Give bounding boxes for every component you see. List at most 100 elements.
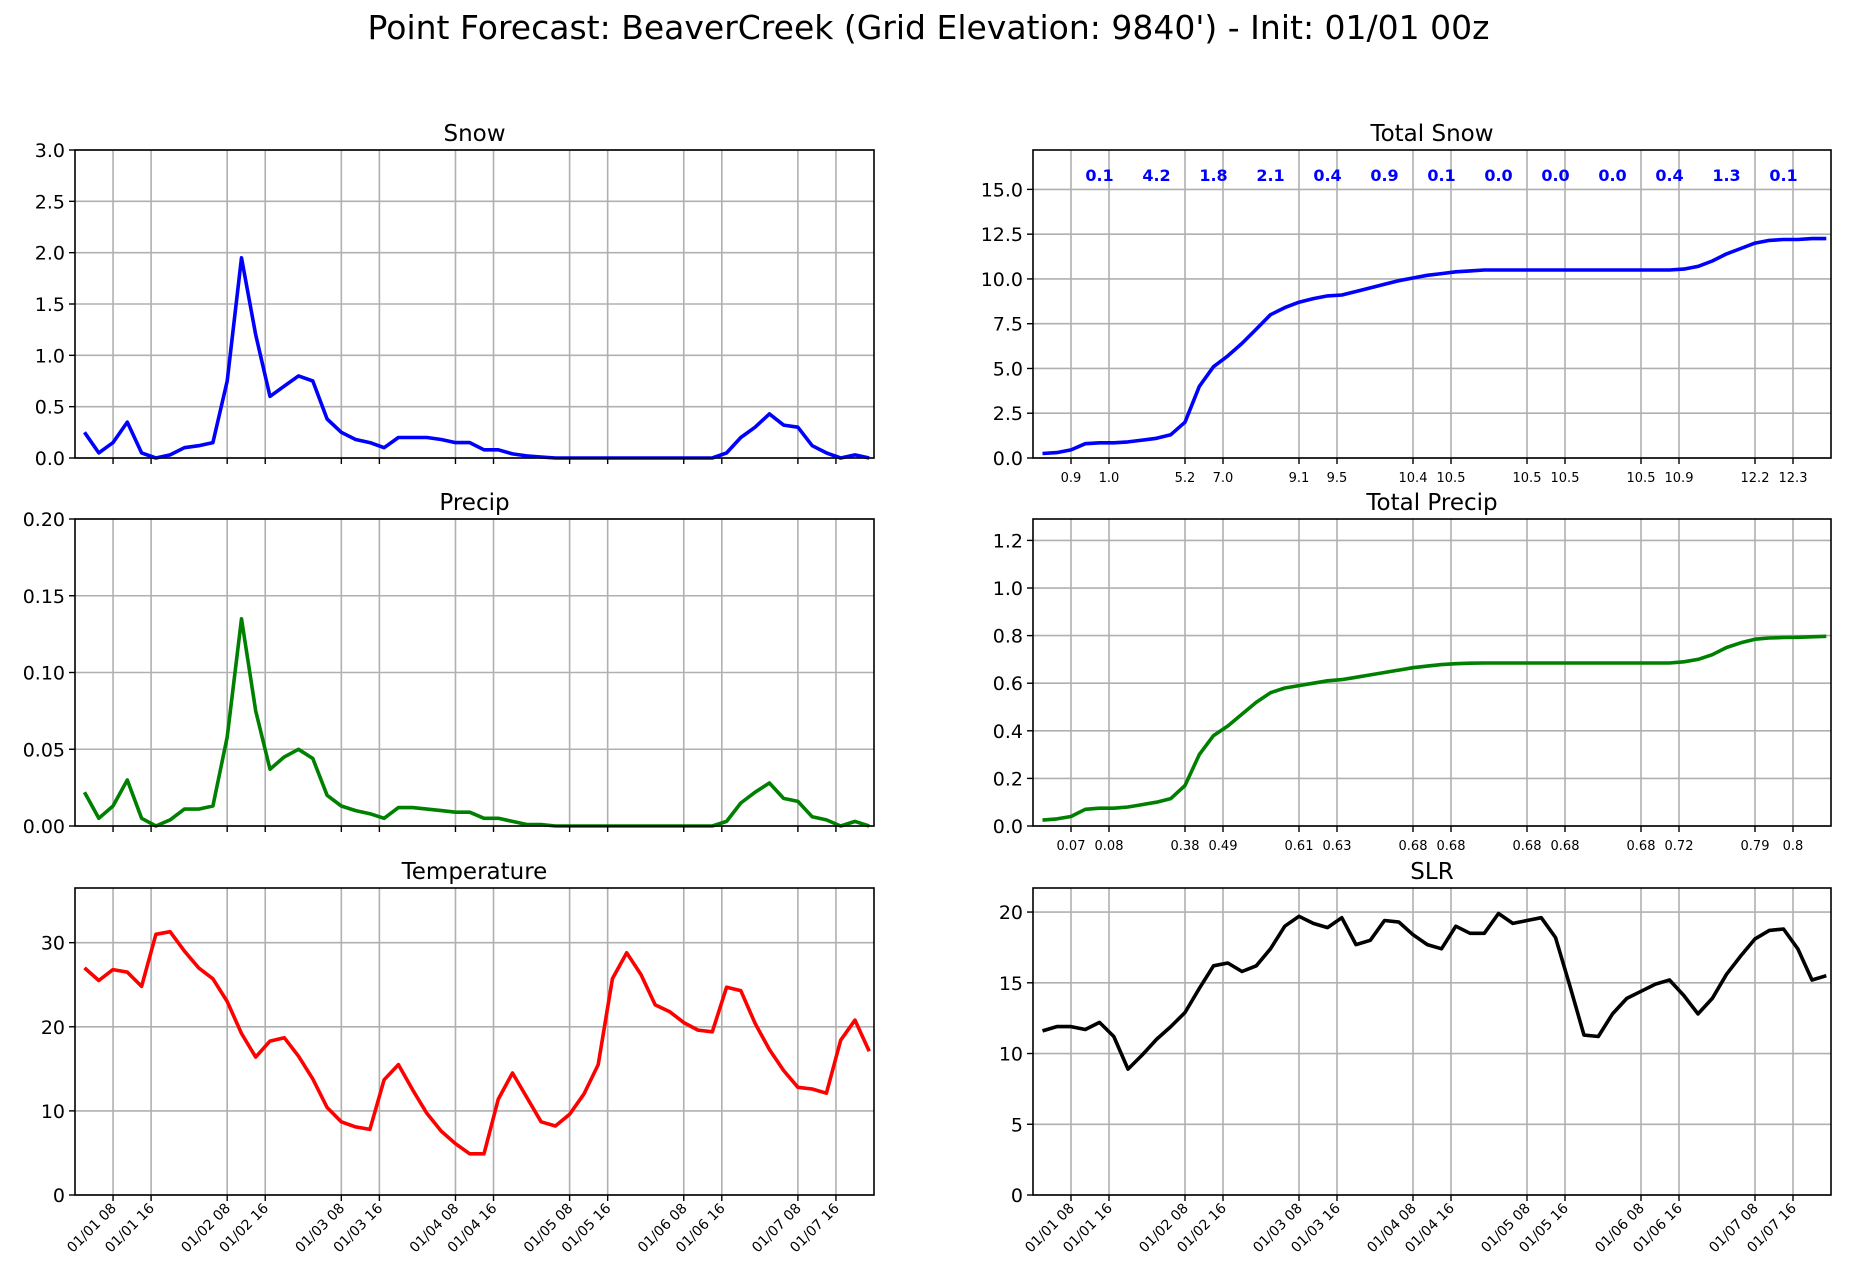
axes-frame: [74, 149, 875, 459]
y-tick-label: 2.5: [993, 403, 1023, 425]
y-tick-label: 0.15: [23, 586, 65, 608]
interval-snow-label: 0.4: [1313, 166, 1341, 185]
y-tick-label: 3.0: [35, 140, 65, 162]
panel-title: Snow: [443, 121, 505, 147]
total-tick-label: 0.79: [1741, 839, 1770, 854]
interval-snow-label: 0.1: [1769, 166, 1797, 185]
total-tick-label: 0.49: [1209, 839, 1238, 854]
y-tick-label: 0.0: [35, 448, 65, 470]
total-tick-label: 0.8: [1783, 839, 1804, 854]
snow-panel: 0.0 0.5 1.0 1.5 2.0 2.5 3.0 Snow: [35, 121, 875, 470]
axes-frame: [1032, 887, 1832, 1196]
interval-snow-label: 1.3: [1712, 166, 1740, 185]
y-tick-label: 0.0: [993, 816, 1023, 838]
interval-snow-label: 0.4: [1655, 166, 1683, 185]
total-tick-label: 0.68: [1437, 839, 1466, 854]
y-tick-label: 0.8: [993, 626, 1023, 648]
panel-title: Temperature: [401, 859, 548, 885]
total-tick-label: 0.68: [1399, 839, 1428, 854]
total-tick-label: 0.38: [1171, 839, 1200, 854]
y-tick-label: 10: [41, 1101, 65, 1123]
total-tick-label: 1.0: [1099, 471, 1120, 486]
total-tick-label: 0.07: [1057, 839, 1086, 854]
y-tick-label: 0.5: [35, 397, 65, 419]
total-tick-label: 12.2: [1741, 471, 1770, 486]
y-tick-label: 0.10: [23, 663, 65, 685]
total-tick-label: 0.68: [1513, 839, 1542, 854]
y-tick-label: 15.0: [981, 179, 1023, 201]
y-tick-label: 5.0: [993, 358, 1023, 380]
total-precip-panel: 0.0 0.2 0.4 0.6 0.8 1.0 1.2 Total Precip 0.07 0.0…: [993, 490, 1832, 854]
total-tick-label: 0.9: [1061, 471, 1082, 486]
y-tick-label: 0.05: [23, 739, 65, 761]
y-tick-label: 15: [999, 973, 1023, 995]
y-tick-label: 12.5: [981, 224, 1023, 246]
panel-title: SLR: [1410, 859, 1453, 885]
y-tick-label: 0: [53, 1185, 65, 1207]
total-tick-label: 0.61: [1285, 839, 1314, 854]
total-precip-series-line: [1042, 634, 1827, 822]
y-tick-label: 0.6: [993, 673, 1023, 695]
y-tick-label: 1.5: [35, 294, 65, 316]
y-tick-label: 1.0: [993, 578, 1023, 600]
y-tick-label: 7.5: [993, 314, 1023, 336]
interval-snow-label: 0.0: [1541, 166, 1569, 185]
panel-title: Precip: [439, 490, 509, 516]
y-tick-label: 0.4: [993, 721, 1023, 743]
y-tick-label: 2.5: [35, 191, 65, 213]
total-tick-label: 10.4: [1399, 471, 1428, 486]
total-tick-label: 0.68: [1627, 839, 1656, 854]
snow-series-line: [83, 255, 870, 460]
precip-series-line: [82, 616, 870, 828]
interval-snow-label: 2.1: [1256, 166, 1284, 185]
total-tick-label: 9.5: [1327, 471, 1348, 486]
axes-frame: [1032, 518, 1832, 827]
y-tick-label: 0.20: [23, 509, 65, 531]
total-tick-label: 7.0: [1213, 471, 1234, 486]
total-snow-series-line: [1042, 236, 1827, 456]
total-tick-label: 10.5: [1551, 471, 1580, 486]
y-tick-label: 5: [1011, 1114, 1023, 1136]
precip-panel: 0.00 0.05 0.10 0.15 0.20 Precip: [23, 490, 875, 838]
total-snow-panel: 0.0 2.5 5.0 7.5 10.0 12.5 15.0 Total Snow 0.9 1.0…: [981, 121, 1832, 486]
total-tick-label: 12.3: [1779, 471, 1808, 486]
total-tick-label: 0.63: [1323, 839, 1352, 854]
axes-frame: [74, 518, 875, 827]
y-tick-label: 20: [41, 1017, 65, 1039]
axes-frame: [74, 887, 875, 1196]
y-tick-label: 2.0: [35, 243, 65, 265]
y-tick-label: 1.0: [35, 345, 65, 367]
interval-snow-label: 4.2: [1142, 166, 1170, 185]
total-tick-label: 0.68: [1551, 839, 1580, 854]
temperature-series-line: [83, 929, 871, 1156]
slr-series-line: [1041, 911, 1827, 1071]
total-tick-label: 0.72: [1665, 839, 1694, 854]
total-tick-label: 10.9: [1665, 471, 1694, 486]
y-tick-label: 10.0: [981, 269, 1023, 291]
interval-snow-label: 1.8: [1199, 166, 1227, 185]
panel-title: Total Snow: [1369, 121, 1493, 147]
interval-snow-label: 0.0: [1598, 166, 1626, 185]
axes-frame: [1032, 149, 1832, 459]
total-tick-label: 0.08: [1095, 839, 1124, 854]
y-tick-label: 0: [1011, 1185, 1023, 1207]
panel-title: Total Precip: [1365, 490, 1497, 516]
figure-title: Point Forecast: BeaverCreek (Grid Elevat…: [367, 8, 1490, 47]
y-tick-label: 0.2: [993, 768, 1023, 790]
interval-snow-label: 0.9: [1370, 166, 1398, 185]
total-tick-label: 10.5: [1627, 471, 1656, 486]
y-tick-label: 1.2: [993, 530, 1023, 552]
y-tick-label: 0.00: [23, 816, 65, 838]
interval-snow-label: 0.0: [1484, 166, 1512, 185]
interval-snow-label: 0.1: [1085, 166, 1113, 185]
total-tick-label: 9.1: [1289, 471, 1310, 486]
y-tick-label: 10: [999, 1044, 1023, 1066]
y-tick-label: 30: [41, 933, 65, 955]
y-tick-label: 0.0: [993, 448, 1023, 470]
interval-snow-label: 0.1: [1427, 166, 1455, 185]
total-tick-label: 5.2: [1175, 471, 1196, 486]
total-tick-label: 10.5: [1513, 471, 1542, 486]
